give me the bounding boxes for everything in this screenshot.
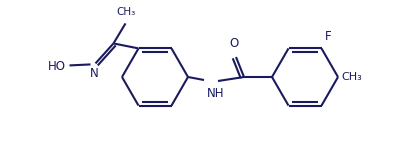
Text: HO: HO (47, 60, 66, 73)
Text: CH₃: CH₃ (341, 72, 362, 82)
Text: NH: NH (207, 87, 225, 100)
Text: N: N (90, 67, 99, 80)
Text: F: F (325, 30, 331, 43)
Text: O: O (229, 37, 239, 50)
Text: CH₃: CH₃ (116, 7, 135, 17)
